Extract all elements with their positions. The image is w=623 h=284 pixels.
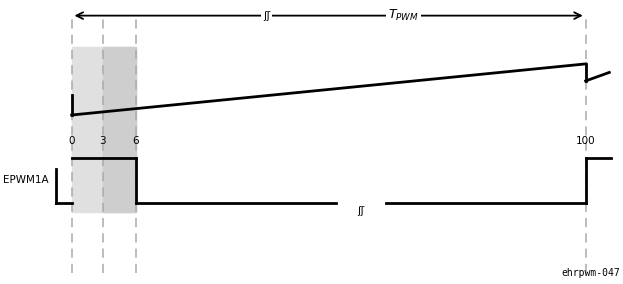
Bar [72,47,136,212]
Text: EPWM1A: EPWM1A [3,175,49,185]
Text: 3: 3 [100,136,106,146]
Text: $T_{PWM}$: $T_{PWM}$ [388,8,419,23]
Text: 100: 100 [576,136,596,146]
Text: ehrpwm-047: ehrpwm-047 [561,268,620,278]
Text: 0: 0 [69,136,75,146]
Text: ʃʃ: ʃʃ [263,11,270,21]
Bar [103,47,136,212]
Text: 6: 6 [133,136,139,146]
Text: ʃʃ: ʃʃ [357,206,364,216]
